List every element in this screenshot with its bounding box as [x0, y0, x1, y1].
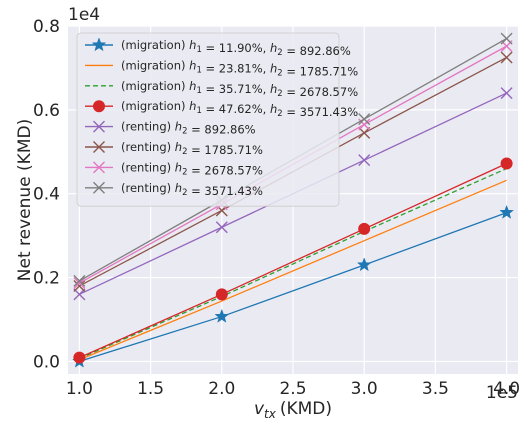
data-point [358, 223, 370, 235]
legend-frame [77, 33, 339, 206]
x-axis-label-unit: (KMD) [280, 399, 332, 419]
y-tick-label: 0.4 [33, 185, 60, 205]
x-tick-label: 1.5 [137, 379, 164, 399]
y-axis-label: Net revenue (KMD) [15, 119, 35, 281]
y-multiplier: 1e4 [68, 5, 100, 25]
y-tick-label: 0.8 [33, 17, 60, 37]
y-tick-label: 0.6 [33, 101, 60, 121]
legend-marker [93, 100, 105, 112]
data-point [216, 288, 228, 300]
y-tick-label: 0.2 [33, 269, 60, 289]
x-axis-label-sub: tx [264, 407, 277, 421]
x-tick-label: 3.0 [351, 379, 378, 399]
legend: (migration) h1 = 11.90%, h2 = 892.86%(mi… [77, 33, 358, 206]
x-tick-label: 3.5 [422, 379, 449, 399]
x-tick-label: 2.5 [279, 379, 306, 399]
x-axis-label: vtx (KMD) [254, 399, 332, 421]
data-point [501, 158, 513, 170]
x-tick-label: 1.0 [66, 379, 93, 399]
y-tick-label: 0.0 [33, 352, 60, 372]
x-tick-label: 2.0 [208, 379, 235, 399]
x-multiplier: 1e5 [486, 383, 518, 403]
data-point [73, 352, 85, 364]
